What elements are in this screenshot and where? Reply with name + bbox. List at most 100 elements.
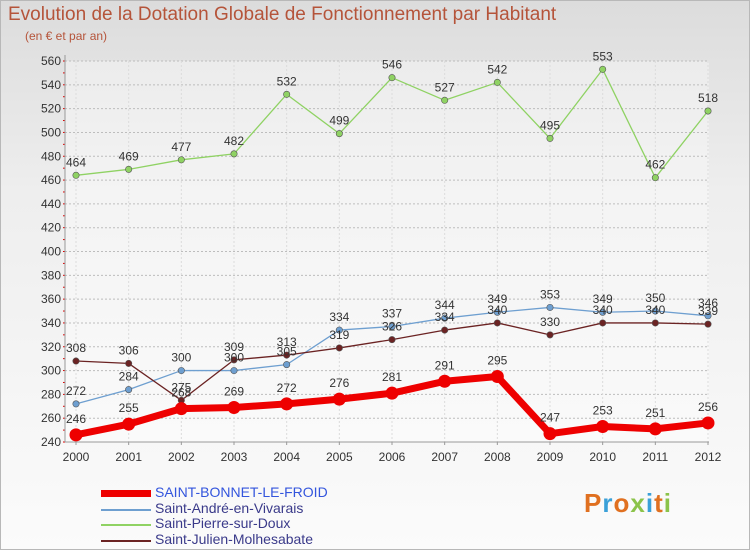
data-label-saint-bonnet-le-froid: 281 xyxy=(382,370,402,384)
y-tick-label: 460 xyxy=(41,173,61,187)
data-point-saint-andr-en-vivarais xyxy=(441,314,449,322)
y-tick-label: 480 xyxy=(41,149,61,163)
data-label-saint-pierre-sur-doux: 532 xyxy=(277,74,297,88)
data-point-saint-pierre-sur-doux xyxy=(283,90,291,98)
y-tick-label: 380 xyxy=(41,268,61,282)
x-tick-label: 2009 xyxy=(537,450,564,464)
data-label-saint-andr-en-vivarais: 337 xyxy=(382,307,402,321)
chart-subtitle: (en € et par an) xyxy=(25,29,108,43)
data-label-saint-bonnet-le-froid: 291 xyxy=(435,358,455,372)
x-tick-label: 2005 xyxy=(326,450,353,464)
data-label-saint-bonnet-le-froid: 276 xyxy=(329,376,349,390)
data-label-saint-pierre-sur-doux: 469 xyxy=(119,149,139,163)
data-point-saint-pierre-sur-doux xyxy=(546,134,554,142)
data-label-saint-bonnet-le-froid: 251 xyxy=(645,406,665,420)
data-label-saint-bonnet-le-froid: 256 xyxy=(698,400,718,414)
y-tick-label: 540 xyxy=(41,78,61,92)
data-label-saint-bonnet-le-froid: 295 xyxy=(487,354,507,368)
data-point-saint-pierre-sur-doux xyxy=(388,74,396,82)
data-point-saint-bonnet-le-froid xyxy=(280,397,294,411)
y-tick-label: 340 xyxy=(41,316,61,330)
data-label-saint-julien-molhesabate: 275 xyxy=(171,380,191,394)
x-tick-label: 2010 xyxy=(589,450,616,464)
data-point-saint-pierre-sur-doux xyxy=(599,65,607,73)
data-label-saint-bonnet-le-froid: 253 xyxy=(593,404,613,418)
data-point-saint-bonnet-le-froid xyxy=(648,422,662,436)
data-label-saint-andr-en-vivarais: 300 xyxy=(224,351,244,365)
data-point-saint-bonnet-le-froid xyxy=(543,427,557,441)
data-label-saint-julien-molhesabate: 330 xyxy=(540,315,560,329)
data-point-saint-pierre-sur-doux xyxy=(493,78,501,86)
data-label-saint-julien-molhesabate: 319 xyxy=(329,328,349,342)
x-tick-label: 2003 xyxy=(221,450,248,464)
x-tick-label: 2012 xyxy=(695,450,722,464)
data-point-saint-andr-en-vivarais xyxy=(493,308,501,316)
data-point-saint-pierre-sur-doux xyxy=(125,165,133,173)
data-point-saint-andr-en-vivarais xyxy=(599,308,607,316)
data-label-saint-andr-en-vivarais: 272 xyxy=(66,384,86,398)
data-label-saint-pierre-sur-doux: 542 xyxy=(487,62,507,76)
logo-letter: i xyxy=(645,488,655,518)
data-point-saint-andr-en-vivarais xyxy=(546,303,554,311)
axes: 240 260 280 300 320 340 360 380 400 420 440 460 480 5… xyxy=(41,54,722,464)
legend-swatch xyxy=(101,490,151,497)
data-point-saint-andr-en-vivarais xyxy=(125,386,133,394)
data-point-saint-julien-molhesabate xyxy=(493,319,501,327)
data-label-saint-andr-en-vivarais: 344 xyxy=(435,298,455,312)
data-label-saint-bonnet-le-froid: 255 xyxy=(119,401,139,415)
data-point-saint-bonnet-le-froid xyxy=(385,386,399,400)
x-tick-label: 2004 xyxy=(273,450,300,464)
data-point-saint-julien-molhesabate xyxy=(72,357,80,365)
data-label-saint-julien-molhesabate: 313 xyxy=(277,335,297,349)
data-label-saint-pierre-sur-doux: 464 xyxy=(66,155,86,169)
y-tick-label: 260 xyxy=(41,411,61,425)
legend-label: Saint-Pierre-sur-Doux xyxy=(155,515,291,531)
data-point-saint-bonnet-le-froid xyxy=(69,428,83,442)
data-label-saint-andr-en-vivarais: 300 xyxy=(171,351,191,365)
logo-letter: P xyxy=(584,488,603,518)
data-labels: 464 469 477 482 532 499 546 527 542 495 553 462 518 2… xyxy=(66,49,718,426)
data-point-saint-julien-molhesabate xyxy=(230,356,238,364)
y-tick-label: 300 xyxy=(41,364,61,378)
data-label-saint-bonnet-le-froid: 246 xyxy=(66,412,86,426)
data-point-saint-bonnet-le-froid xyxy=(438,374,452,388)
logo-letter: i xyxy=(663,488,672,518)
data-label-saint-andr-en-vivarais: 350 xyxy=(645,291,665,305)
data-label-saint-pierre-sur-doux: 482 xyxy=(224,134,244,148)
data-point-saint-bonnet-le-froid xyxy=(701,416,715,430)
data-label-saint-julien-molhesabate: 340 xyxy=(593,303,613,317)
legend-swatch xyxy=(101,540,151,542)
data-label-saint-julien-molhesabate: 334 xyxy=(435,310,455,324)
data-point-saint-bonnet-le-froid xyxy=(122,417,136,431)
y-tick-label: 240 xyxy=(41,435,61,449)
data-point-saint-julien-molhesabate xyxy=(704,320,712,328)
logo-letter: x xyxy=(630,488,646,518)
data-point-saint-andr-en-vivarais xyxy=(388,323,396,331)
data-point-saint-julien-molhesabate xyxy=(335,344,343,352)
x-tick-label: 2002 xyxy=(168,450,195,464)
data-label-saint-pierre-sur-doux: 499 xyxy=(329,114,349,128)
data-label-saint-andr-en-vivarais: 305 xyxy=(277,345,297,359)
data-point-saint-julien-molhesabate xyxy=(283,351,291,359)
legend-label: Saint-André-en-Vivarais xyxy=(155,500,304,516)
data-point-saint-pierre-sur-doux xyxy=(704,107,712,115)
data-label-saint-pierre-sur-doux: 477 xyxy=(171,140,191,154)
data-label-saint-andr-en-vivarais: 334 xyxy=(329,310,349,324)
grid xyxy=(65,60,709,443)
data-point-saint-andr-en-vivarais xyxy=(651,307,659,315)
data-point-saint-bonnet-le-froid xyxy=(332,392,346,406)
data-point-saint-bonnet-le-froid xyxy=(227,400,241,414)
data-point-saint-julien-molhesabate xyxy=(599,319,607,327)
data-label-saint-julien-molhesabate: 308 xyxy=(66,341,86,355)
logo-letter: r xyxy=(602,488,614,518)
data-point-saint-julien-molhesabate xyxy=(651,319,659,327)
y-tick-label: 400 xyxy=(41,245,61,259)
data-label-saint-pierre-sur-doux: 527 xyxy=(435,80,455,94)
data-label-saint-julien-molhesabate: 326 xyxy=(382,320,402,334)
data-label-saint-pierre-sur-doux: 518 xyxy=(698,91,718,105)
data-label-saint-pierre-sur-doux: 553 xyxy=(593,49,613,63)
y-tick-label: 520 xyxy=(41,102,61,116)
x-tick-label: 2011 xyxy=(642,450,668,464)
x-tick-label: 2008 xyxy=(484,450,511,464)
